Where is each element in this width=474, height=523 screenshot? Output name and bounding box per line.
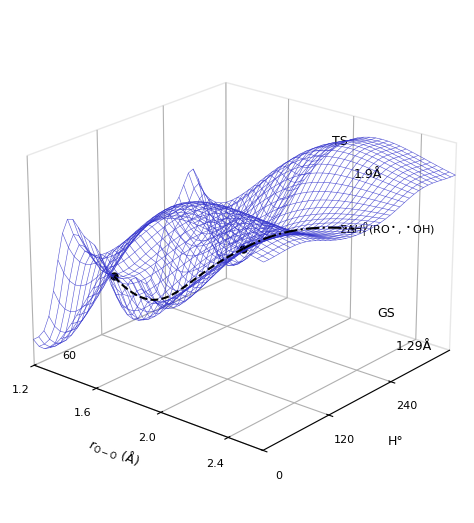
Text: TS: TS <box>332 135 347 148</box>
X-axis label: $r_{\mathrm{O-O}}$ (Å): $r_{\mathrm{O-O}}$ (Å) <box>86 435 142 471</box>
Text: GS: GS <box>377 308 395 321</box>
Y-axis label: H°: H° <box>388 435 404 448</box>
Text: 1.9Å: 1.9Å <box>353 168 382 180</box>
Text: 1.29Å: 1.29Å <box>396 340 432 353</box>
Text: $\Sigma\Delta H_{\rm f}^{0}$(RO$^\bullet$, $^\bullet$OH): $\Sigma\Delta H_{\rm f}^{0}$(RO$^\bullet… <box>339 220 436 240</box>
